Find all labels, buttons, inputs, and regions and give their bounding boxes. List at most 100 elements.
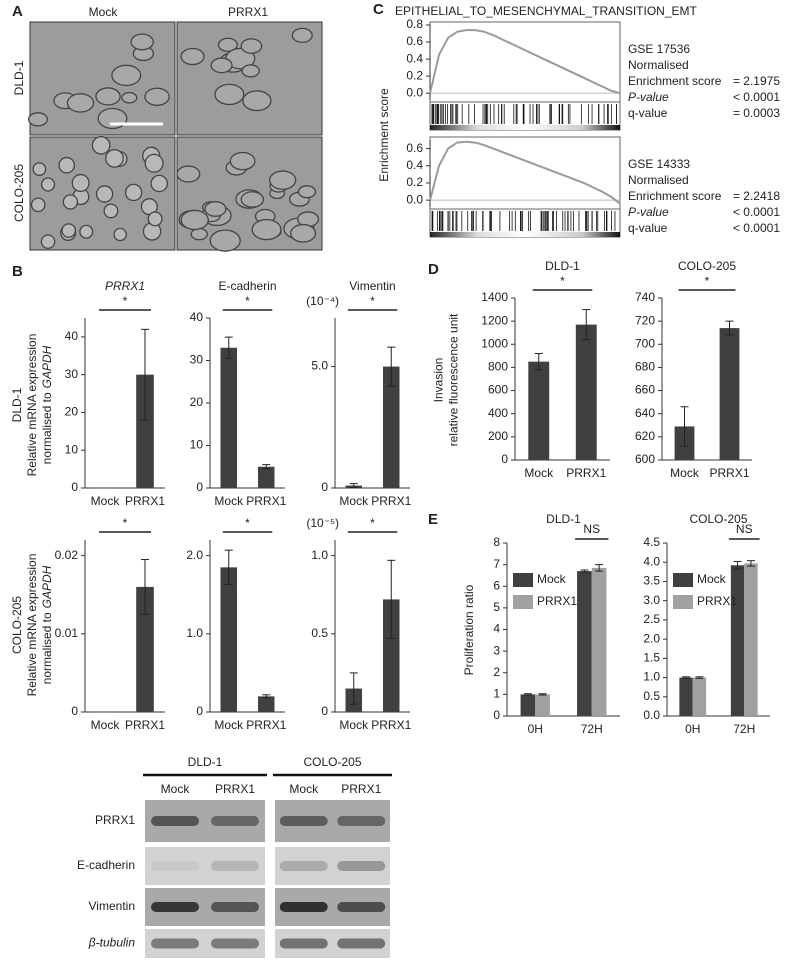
cell — [91, 135, 111, 155]
error-bar — [387, 559, 396, 640]
stat-label: GSE 14333 — [628, 157, 690, 171]
blot-band — [337, 816, 386, 826]
y-tick-label: 0.2 — [406, 68, 423, 82]
y-tick-label: 680 — [635, 360, 655, 374]
y-tick-label: 1.0 — [643, 670, 660, 684]
chart-title: DLD-1 — [546, 512, 581, 526]
stat-label: Normalised — [628, 58, 689, 72]
stat-value: < 0.0001 — [733, 90, 780, 104]
error-bar — [595, 564, 604, 572]
x-tick-label: PRRX1 — [566, 466, 606, 480]
y-tick-label: 30 — [65, 367, 79, 381]
cell — [242, 90, 272, 112]
chart-title: DLD-1 — [545, 259, 580, 273]
chart-title: EPITHELIAL_TO_MESENCHYMAL_TRANSITION_EMT — [395, 4, 698, 18]
row-label: COLO-205 — [12, 164, 26, 222]
panel-letter: B — [12, 263, 23, 280]
cell — [61, 223, 77, 238]
significance-label: * — [370, 516, 375, 530]
blot-band — [337, 902, 386, 912]
y-tick-label: 0.5 — [643, 689, 660, 703]
y-tick-label: 0.6 — [406, 141, 423, 155]
y-tick-label: 0 — [493, 708, 500, 722]
error-bar — [262, 694, 271, 699]
chart-title: PRRX1 — [105, 279, 145, 293]
column-label: Mock — [89, 5, 119, 19]
y-tick-label: 1.0 — [186, 626, 203, 640]
error-bar — [682, 676, 691, 679]
bar — [383, 599, 400, 712]
x-tick-label: 0H — [685, 722, 700, 736]
bar — [692, 677, 707, 716]
legend-label: Mock — [697, 572, 727, 586]
bar — [383, 366, 400, 488]
y-tick-label: 2.0 — [186, 548, 203, 562]
cell — [204, 201, 227, 217]
y-axis-label-part: GAPDH — [40, 345, 54, 388]
cell — [40, 234, 56, 249]
y-tick-label: 2.0 — [643, 631, 660, 645]
stat-value: = 0.0003 — [733, 106, 780, 120]
y-tick-label: 40 — [190, 310, 204, 324]
column-label: PRRX1 — [228, 5, 268, 19]
cell — [251, 218, 282, 241]
stat-label: q-value — [628, 221, 668, 235]
y-axis-label: Enrichment score — [377, 88, 391, 182]
error-bar — [224, 549, 233, 586]
blot-row-label: PRRX1 — [95, 813, 135, 827]
y-tick-label: 0.0 — [406, 192, 423, 206]
legend-swatch — [513, 573, 533, 587]
cell — [79, 224, 94, 239]
blot-group-label: DLD-1 — [188, 755, 223, 769]
bar — [220, 567, 237, 712]
bar — [220, 347, 237, 488]
blot-row-label: Vimentin — [89, 899, 135, 913]
stat-label: GSE 17536 — [628, 42, 690, 56]
error-bar — [141, 328, 149, 421]
y-axis-label: COLO-205 — [10, 596, 24, 654]
y-tick-label: 1200 — [481, 313, 508, 327]
blot-band — [151, 902, 199, 912]
y-axis-label-part: normalised to — [40, 612, 54, 684]
cell — [240, 38, 263, 54]
cell — [62, 194, 79, 210]
blot-strip — [145, 847, 265, 885]
bar — [744, 563, 758, 716]
cell — [214, 83, 245, 106]
bar — [575, 324, 597, 460]
y-tick-label: 0 — [321, 480, 328, 494]
stat-label: q-value — [628, 106, 668, 120]
blot-band — [151, 816, 199, 826]
cell — [111, 64, 142, 87]
cell — [40, 177, 56, 192]
stat-value: < 0.0001 — [733, 205, 780, 219]
y-tick-label: 800 — [488, 360, 508, 374]
bar — [730, 565, 745, 716]
y-tick-label: 2.5 — [643, 612, 660, 626]
plot-frame — [429, 21, 621, 131]
y-tick-label: 7 — [493, 557, 500, 571]
cell — [124, 183, 143, 202]
cell — [209, 229, 241, 252]
legend-swatch — [673, 573, 693, 587]
y-tick-label: 5 — [493, 600, 500, 614]
error-bar — [141, 559, 149, 615]
bar — [528, 361, 550, 460]
bar — [577, 571, 592, 716]
y-tick-label: 40 — [65, 329, 79, 343]
y-tick-label: 0.6 — [406, 34, 423, 48]
y-tick-label: 0 — [196, 480, 203, 494]
y-axis-label: DLD-1 — [10, 387, 24, 422]
cell — [289, 223, 317, 243]
y-tick-label: 0 — [196, 704, 203, 718]
stat-value: = 2.1975 — [733, 74, 780, 88]
y-axis-label-part: GAPDH — [40, 565, 54, 608]
error-bar — [538, 693, 547, 696]
y-axis-label: Proliferation ratio — [462, 584, 476, 675]
blot-band — [151, 861, 199, 871]
y-tick-label: 700 — [635, 336, 655, 350]
x-tick-label: Mock — [214, 494, 244, 508]
blot-band — [279, 816, 328, 826]
y-tick-label: 30 — [190, 353, 204, 367]
cell — [105, 148, 124, 168]
